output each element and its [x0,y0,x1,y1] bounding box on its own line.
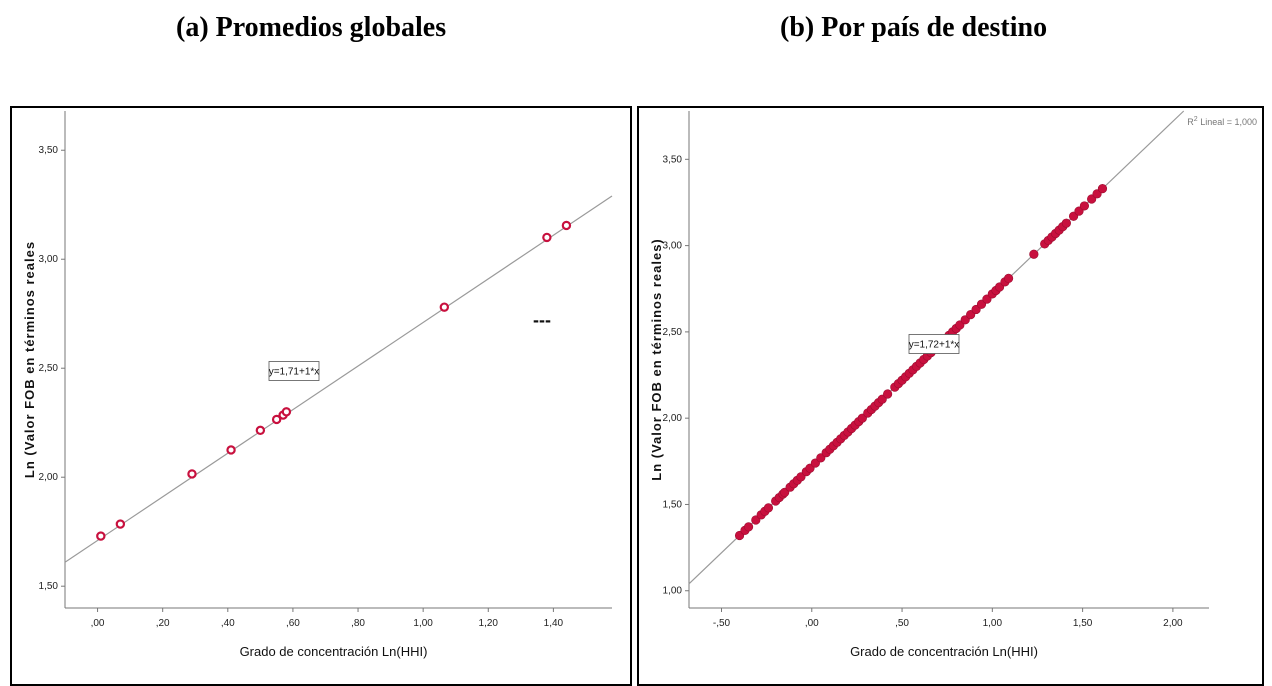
data-point [1097,184,1108,194]
x-tick-label: ,50 [895,618,909,629]
x-axis-title: Grado de concentración Ln(HHI) [240,644,428,659]
data-point [1003,273,1014,283]
equation-box [268,361,320,381]
r2-superscript: 2 [1194,116,1198,123]
data-point [271,414,282,425]
r2-label: R2 Lineal = 1,000 [1187,116,1257,127]
data-point [96,531,106,541]
x-tick-label: 1,20 [479,618,499,629]
data-point [1061,218,1071,228]
data-point [226,445,236,455]
data-point [1029,249,1039,259]
data-point [883,389,893,399]
x-tick-label: 1,00 [983,618,1003,629]
chart-b-frame: 1,00 1,50 2,00 2,50 3,00 3,50 -,50 ,00 ,50 1,00 1,… [637,106,1264,686]
data-point [561,220,572,231]
x-axis-title: Grado de concentración Ln(HHI) [850,644,1038,659]
equation-label: y=1,71+1*x [269,367,320,378]
x-tick-label: ,40 [221,618,235,629]
x-tick-label: ,00 [91,618,105,629]
data-point [743,522,754,532]
y-tick-label: 1,00 [663,586,683,597]
y-tick-label: 3,50 [39,145,59,156]
data-point [439,302,450,312]
equation-box [908,334,960,354]
equation-label: y=1,72+1*x [909,340,960,351]
legend-dash-marker: --- [533,310,551,330]
chart-a-frame: 1,50 2,00 2,50 3,00 3,50 ,00 ,20 ,40 ,60 ,80 1,00 1… [10,106,632,686]
fit-line [64,195,613,563]
r2-prefix: R [1187,117,1194,127]
y-tick-label: 2,50 [39,363,59,374]
y-axis-title: Ln (Valor FOB en términos reales [22,241,37,478]
data-point [115,519,126,529]
y-tick-label: 2,00 [663,413,683,424]
y-tick-label: 3,00 [663,241,683,252]
x-tick-label: -,50 [713,618,731,629]
y-tick-label: 1,50 [39,581,59,592]
data-point [542,232,552,243]
x-tick-label: 2,00 [1163,618,1183,629]
x-tick-label: ,80 [351,618,365,629]
x-tick-label: ,00 [805,618,819,629]
y-tick-label: 2,50 [663,327,683,338]
y-tick-label: 1,50 [663,499,683,510]
data-point [1079,201,1090,211]
y-tick-label: 3,50 [663,154,683,165]
panel-a-title: (a) Promedios globales [176,12,447,43]
chart-a-svg: 1,50 2,00 2,50 3,00 3,50 ,00 ,20 ,40 ,60 ,80 1,00 1… [22,111,613,659]
data-point [763,503,774,513]
x-tick-label: ,60 [286,618,300,629]
x-tick-label: ,20 [156,618,170,629]
y-axis-title: Ln (Valor FOB en términos reales) [649,238,664,481]
x-tick-label: 1,50 [1073,618,1093,629]
data-point [255,425,266,436]
data-point [281,407,292,417]
r2-suffix: Lineal = 1,000 [1198,117,1257,127]
chart-b-svg: 1,00 1,50 2,00 2,50 3,00 3,50 -,50 ,00 ,50 1,00 1,… [649,110,1257,659]
y-tick-label: 2,00 [39,472,59,483]
data-point [187,469,197,479]
x-tick-label: 1,40 [544,618,564,629]
y-tick-label: 3,00 [39,254,59,265]
panel-b-title: (b) Por país de destino [780,12,1048,43]
x-tick-label: 1,00 [413,618,433,629]
